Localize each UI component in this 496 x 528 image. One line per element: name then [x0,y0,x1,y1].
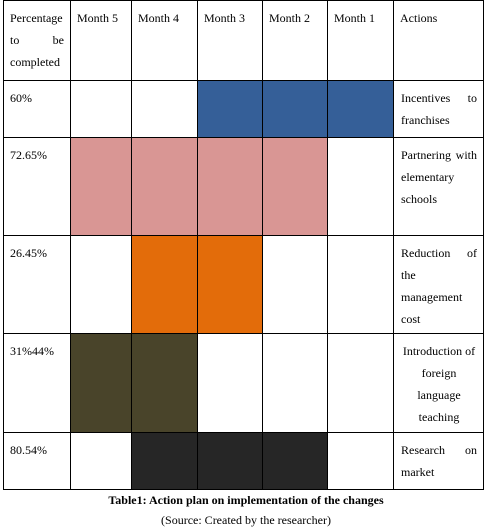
month-1-cell [327,235,394,334]
month-1-cell [327,333,394,433]
percentage-cell: 72.65% [3,137,71,236]
month-5-cell-shaded [70,333,132,433]
month-2-cell [262,235,328,334]
month-3-cell [197,333,263,433]
month-5-cell [70,432,132,490]
percentage-cell: 60% [3,80,71,138]
month-3-cell-shaded [197,137,263,236]
header-month-4: Month 4 [131,0,198,81]
month-5-cell-shaded [70,137,132,236]
table-caption: Table1: Action plan on implementation of… [108,493,384,507]
month-5-cell [70,80,132,138]
month-3-cell-shaded [197,432,263,490]
header-month-3: Month 3 [197,0,263,81]
month-4-cell-shaded [131,235,198,334]
header-actions: Actions [393,0,484,81]
action-cell: Partnering with elementary schools [393,137,484,236]
percentage-cell: 80.54% [3,432,71,490]
action-cell: Research on market [393,432,484,490]
table-row: 31%44% Introduction of foreign language … [3,333,484,433]
header-month-5: Month 5 [70,0,132,81]
table-row: 26.45% Reduction of the management cost [3,235,484,334]
action-cell: Introduction of foreign language teachin… [393,333,484,433]
action-cell: Incentives to franchises [393,80,484,138]
month-5-cell [70,235,132,334]
month-2-cell-shaded [262,137,328,236]
month-4-cell [131,80,198,138]
month-1-cell-shaded [327,80,394,138]
table-row: 72.65% Partnering with elementary school… [3,137,484,236]
header-row: Percentage to be completed Month 5 Month… [3,0,484,81]
percentage-cell: 26.45% [3,235,71,334]
month-4-cell-shaded [131,137,198,236]
percentage-cell: 31%44% [3,333,71,433]
action-plan-table: Percentage to be completed Month 5 Month… [3,0,484,490]
table-row: 60% Incentives to franchises [3,80,484,138]
month-1-cell [327,432,394,490]
table-row: 80.54% Research on market [3,432,484,490]
month-2-cell-shaded [262,80,328,138]
month-2-cell-shaded [262,432,328,490]
header-percentage: Percentage to be completed [3,0,71,81]
month-3-cell-shaded [197,80,263,138]
header-month-2: Month 2 [262,0,328,81]
month-3-cell-shaded [197,235,263,334]
month-4-cell-shaded [131,432,198,490]
action-cell: Reduction of the management cost [393,235,484,334]
month-2-cell [262,333,328,433]
month-4-cell-shaded [131,333,198,433]
header-month-1: Month 1 [327,0,394,81]
table-source: (Source: Created by the researcher) [161,513,331,527]
month-1-cell [327,137,394,236]
